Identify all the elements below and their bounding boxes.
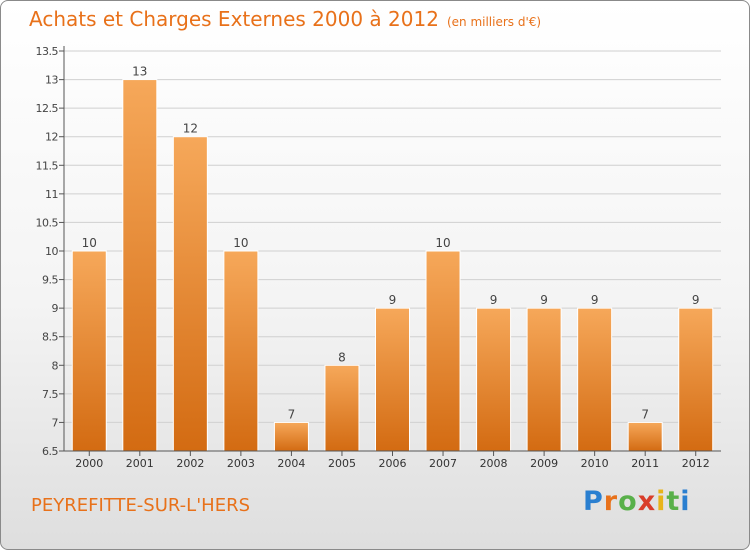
x-tick-label-2011: 2011 (631, 457, 659, 470)
data-label-2006: 9 (389, 293, 397, 307)
x-tick-label-2000: 2000 (75, 457, 103, 470)
logo-letter: i (656, 486, 667, 517)
logo-letter: o (618, 486, 638, 517)
y-axis: 6.5 7 7.5 8 8.5 9 9.5 10 10.5 11 11.5 12 12.5 13 13.5 (36, 45, 65, 458)
data-label-2002: 12 (183, 122, 198, 136)
bar-2007 (425, 250, 461, 452)
x-tick-label-2003: 2003 (227, 457, 255, 470)
chart-title-text: Achats et Charges Externes 2000 à 2012 (29, 7, 439, 31)
logo-letter: i (680, 486, 691, 517)
x-tick-label-2008: 2008 (480, 457, 508, 470)
y-tick-label: 8.5 (42, 331, 58, 344)
bar-2003 (223, 250, 259, 452)
data-label-2000: 10 (82, 236, 97, 250)
x-tick-label-2005: 2005 (328, 457, 356, 470)
y-tick-label: 8 (52, 359, 59, 372)
y-tick-label: 10 (45, 245, 58, 258)
data-label-2010: 9 (591, 293, 599, 307)
data-label-2012: 9 (692, 293, 700, 307)
y-tick-label: 6.5 (42, 445, 58, 458)
bar-2009 (526, 307, 562, 452)
bar-2002 (172, 136, 208, 452)
data-label-2007: 10 (435, 236, 450, 250)
x-axis: 2000 2001 2002 2003 2004 2005 2006 2007 2008 2009… (64, 450, 721, 470)
y-tick-label: 12.5 (36, 102, 59, 115)
y-tick-label: 9.5 (42, 274, 58, 287)
logo-letter: t (666, 486, 681, 517)
logo-letter: r (603, 486, 619, 517)
x-tick-label-2002: 2002 (176, 457, 204, 470)
data-label-2011: 7 (641, 407, 649, 421)
y-tick-label: 9 (52, 302, 59, 315)
proxiti-logo[interactable]: Proxiti (583, 486, 691, 517)
x-tick-label-2009: 2009 (530, 457, 558, 470)
x-tick-label-2010: 2010 (581, 457, 609, 470)
x-tick-label-2007: 2007 (429, 457, 457, 470)
bar-2000 (71, 250, 107, 452)
y-tick-label: 7 (52, 416, 59, 429)
y-tick-label: 11.5 (36, 159, 59, 172)
chart-unit: (en milliers d'€) (446, 15, 542, 29)
y-tick-label: 7.5 (42, 388, 58, 401)
data-label-2009: 9 (540, 293, 548, 307)
bar-2010 (577, 307, 613, 452)
x-tick-label-2004: 2004 (277, 457, 305, 470)
bar-2001 (122, 79, 158, 452)
chart-title: Achats et Charges Externes 2000 à 2012 (e… (29, 7, 541, 31)
y-tick-label: 13 (45, 74, 58, 87)
data-label-2004: 7 (288, 407, 296, 421)
bar-2011 (627, 421, 663, 452)
y-tick-label: 11 (45, 188, 58, 201)
data-label-2005: 8 (338, 350, 346, 364)
data-label-2001: 13 (132, 65, 147, 79)
bar-2008 (476, 307, 512, 452)
y-tick-label: 12 (45, 131, 58, 144)
x-tick-label-2012: 2012 (682, 457, 710, 470)
logo-letter: P (583, 486, 604, 517)
y-tick-label: 10.5 (36, 216, 59, 229)
bars: 10 13 12 10 7 8 9 10 9 9 9 7 9 (71, 65, 714, 452)
commune-name: PEYREFITTE-SUR-L'HERS (31, 495, 250, 516)
bar-2006 (375, 307, 410, 452)
data-label-2003: 10 (233, 236, 248, 250)
data-label-2008: 9 (490, 293, 498, 307)
bar-2004 (273, 421, 309, 452)
x-tick-label-2001: 2001 (126, 457, 154, 470)
logo-letter: x (637, 486, 657, 517)
bar-2012 (678, 307, 714, 452)
bar-2005 (324, 364, 360, 452)
y-tick-label: 13.5 (36, 45, 59, 58)
x-tick-label-2006: 2006 (379, 457, 407, 470)
